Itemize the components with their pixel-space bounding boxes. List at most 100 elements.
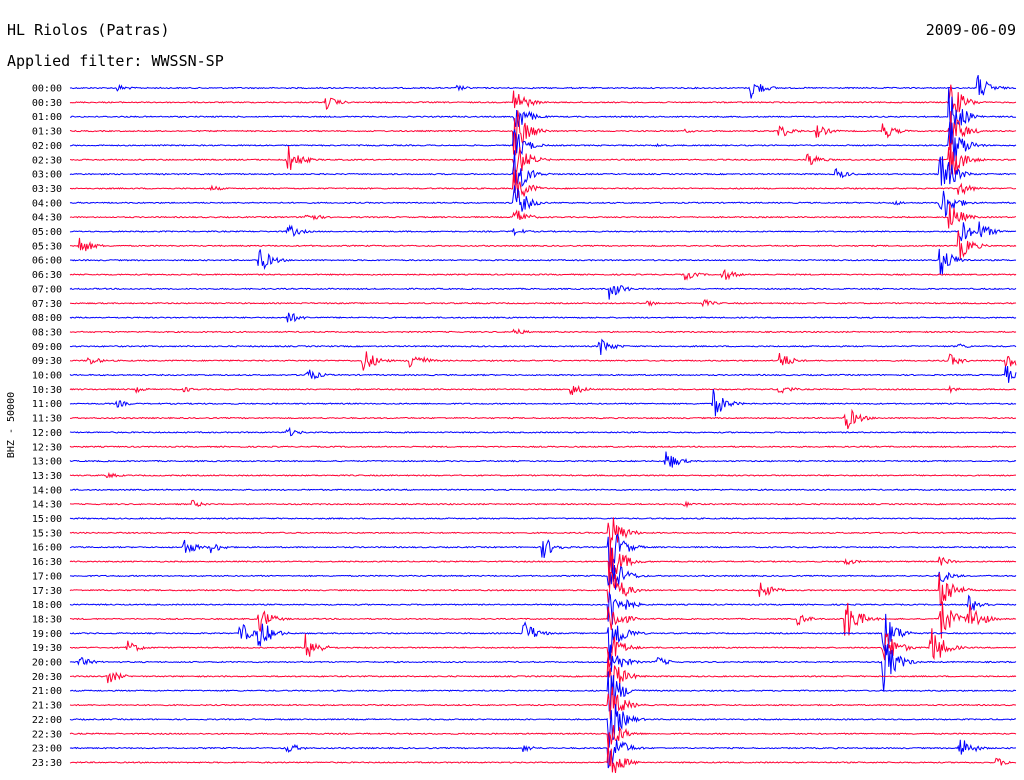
trace-row: [70, 488, 1017, 492]
trace-row: [69, 74, 1017, 99]
trace-row: [69, 247, 1017, 275]
trace-row: [69, 571, 1017, 607]
trace-row: [69, 591, 1017, 625]
row-label: 23:00: [32, 744, 62, 755]
trace-row: [69, 121, 1017, 162]
trace-row: [69, 230, 1017, 260]
row-label: 16:00: [32, 543, 62, 554]
row-label: 06:00: [32, 256, 62, 267]
trace-row: [69, 150, 1017, 187]
row-label: 05:00: [32, 227, 62, 238]
row-label: 12:00: [32, 428, 62, 439]
row-labels: 00:00 00:30 01:00 01:30 02:00 02:30 03:00 03:30…: [32, 84, 62, 769]
trace-row: [69, 445, 1017, 449]
row-label: 05:30: [32, 241, 62, 252]
row-label: 02:30: [32, 155, 62, 166]
trace-row: [69, 110, 1017, 156]
row-label: 21:30: [32, 701, 62, 712]
row-label: 16:30: [32, 557, 62, 568]
row-label: 17:00: [32, 571, 62, 582]
row-label: 09:00: [32, 342, 62, 353]
trace-row: [69, 601, 1017, 639]
trace-row: [69, 517, 1017, 546]
row-label: 00:00: [32, 84, 62, 95]
row-label: 20:00: [32, 658, 62, 669]
trace-row: [69, 87, 1017, 140]
row-label: 13:00: [32, 457, 62, 468]
trace-row: [69, 739, 1017, 769]
row-label: 22:30: [32, 729, 62, 740]
trace-row: [69, 327, 1017, 335]
row-label: 14:00: [32, 485, 62, 496]
trace-row: [69, 268, 1017, 281]
chart-title: HL Riolos (Patras): [7, 21, 170, 39]
trace-row: [70, 408, 1017, 430]
traces: [69, 74, 1017, 773]
row-label: 11:00: [32, 399, 62, 410]
trace-row: [69, 628, 1016, 668]
row-label: 00:30: [32, 98, 62, 109]
row-label: 18:00: [32, 600, 62, 611]
row-label: 08:30: [32, 327, 62, 338]
row-label: 12:30: [32, 442, 62, 453]
row-label: 04:30: [32, 213, 62, 224]
row-label: 20:30: [32, 672, 62, 683]
chart-date: 2009-06-09: [926, 21, 1016, 39]
trace-row: [69, 389, 1017, 417]
row-label: 19:30: [32, 643, 62, 654]
trace-row: [69, 671, 1017, 712]
trace-row: [69, 203, 1017, 229]
row-label: 13:30: [32, 471, 62, 482]
row-label: 21:00: [32, 686, 62, 697]
trace-row: [69, 499, 1017, 509]
trace-row: [69, 541, 1017, 588]
row-label: 22:00: [32, 715, 62, 726]
trace-row: [69, 426, 1017, 437]
row-label: 07:00: [32, 284, 62, 295]
row-label: 17:30: [32, 586, 62, 597]
trace-row: [69, 365, 1017, 383]
row-label: 01:00: [32, 112, 62, 123]
row-label: 23:30: [32, 758, 62, 769]
trace-row: [69, 724, 1017, 749]
row-label: 04:00: [32, 198, 62, 209]
row-label: 07:30: [32, 299, 62, 310]
row-label: 14:30: [32, 500, 62, 511]
trace-row: [69, 351, 1017, 371]
row-label: 10:30: [32, 385, 62, 396]
trace-row: [69, 471, 1016, 479]
row-label: 10:00: [32, 371, 62, 382]
trace-row: [69, 312, 1017, 323]
trace-row: [69, 704, 1017, 748]
row-label: 03:00: [32, 170, 62, 181]
chart-subtitle: Applied filter: WWSSN-SP: [7, 52, 224, 70]
trace-row: [69, 533, 1016, 571]
row-label: 19:00: [32, 629, 62, 640]
trace-row: [69, 613, 1017, 661]
row-label: 01:30: [32, 127, 62, 138]
row-label: 06:30: [32, 270, 62, 281]
row-label: 09:30: [32, 356, 62, 367]
trace-row: [69, 743, 1017, 773]
trace-row: [69, 298, 1017, 308]
trace-row: [69, 185, 1017, 218]
trace-row: [69, 643, 1017, 692]
trace-row: [69, 451, 1017, 468]
trace-row: [70, 143, 1017, 183]
row-label: 11:30: [32, 414, 62, 425]
trace-row: [69, 338, 1017, 356]
trace-row: [69, 172, 1017, 199]
row-label: 02:00: [32, 141, 62, 152]
y-axis-label: BHZ - 50000: [6, 392, 17, 458]
trace-row: [69, 384, 1017, 396]
trace-row: [69, 686, 1016, 720]
trace-row: [69, 564, 1017, 590]
row-label: 15:30: [32, 528, 62, 539]
row-label: 03:30: [32, 184, 62, 195]
row-label: 08:00: [32, 313, 62, 324]
trace-row: [69, 517, 1017, 520]
trace-row: [69, 285, 1017, 300]
trace-row: [69, 221, 1017, 242]
trace-row: [69, 84, 1017, 115]
